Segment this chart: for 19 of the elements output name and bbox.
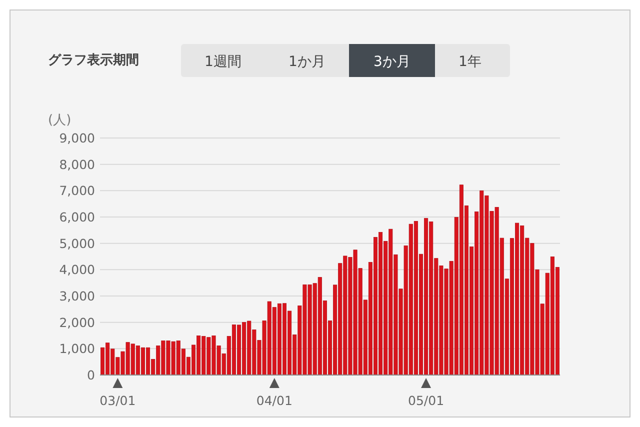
- x-tick-label: 03/01: [100, 393, 136, 408]
- y-tick-label: 8,000: [59, 156, 96, 172]
- y-tick-label: 6,000: [59, 210, 96, 224]
- text: 3か月: [374, 54, 410, 70]
- y-tick-label: 5,000: [59, 236, 96, 251]
- x-tick-label: 05/01: [408, 393, 444, 408]
- x-tick-label: 04/01: [256, 393, 292, 408]
- y-tick-label: 4,000: [59, 262, 96, 278]
- y-tick-label: 3,000: [59, 288, 96, 304]
- text: 1年: [458, 54, 482, 70]
- y-axis-title: (人): [48, 113, 72, 128]
- text: グラフ表示期間: [48, 53, 139, 68]
- text: 1か月: [288, 54, 326, 70]
- y-tick-label: 0: [87, 368, 96, 382]
- y-tick-label: 7,000: [59, 183, 96, 198]
- text: 1週間: [204, 54, 242, 70]
- y-tick-label: 1,000: [59, 341, 96, 356]
- y-tick-label: 9,000: [59, 130, 96, 146]
- y-tick-label: 2,000: [59, 314, 96, 330]
